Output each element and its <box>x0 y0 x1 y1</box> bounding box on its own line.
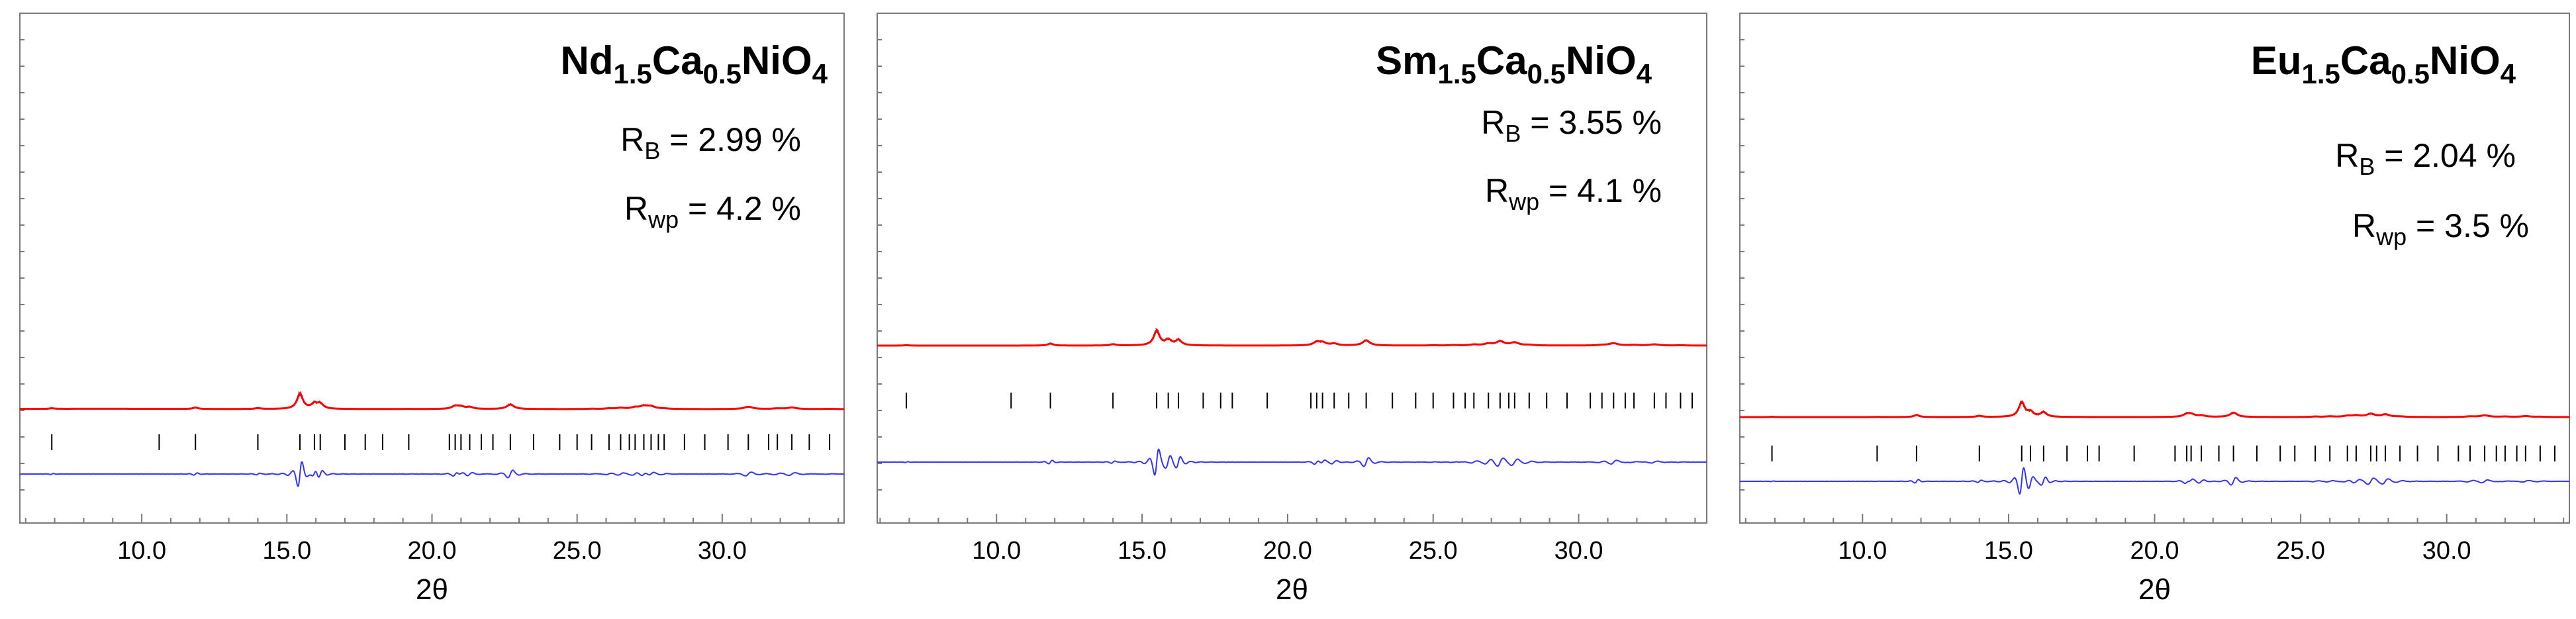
rb-annotation: RB = 2.04 % <box>2335 137 2516 180</box>
x-tick-label: 30.0 <box>1554 537 1603 565</box>
rb-annotation-symbol: R <box>2335 137 2359 174</box>
rb-annotation-symbol: R <box>1481 104 1505 141</box>
observed-profile <box>877 328 1707 347</box>
calculated-profile <box>877 329 1707 347</box>
panel-3: 10.0 15.0 20.0 25.0 30.0 2θ Eu1.5Ca0.5NiO4 RB =… <box>1739 13 2570 606</box>
rwp-annotation-value: = 4.1 % <box>1539 172 1662 209</box>
x-axis-label: 2θ <box>416 573 448 606</box>
title-subscript: 1.5 <box>613 58 651 89</box>
plot-frame <box>1739 13 2570 524</box>
x-axis-label: 2θ <box>1276 573 1308 606</box>
title-text: Ca <box>2340 38 2391 83</box>
x-tick-label: 20.0 <box>2130 537 2179 565</box>
rwp-annotation-symbol: R <box>2352 207 2376 244</box>
rwp-annotation-subscript: wp <box>2375 223 2407 250</box>
x-tick-label: 30.0 <box>698 537 747 565</box>
title-subscript: 4 <box>1637 58 1652 89</box>
title-subscript: 0.5 <box>703 58 741 89</box>
compound-title: Eu1.5Ca0.5NiO4 <box>2251 38 2516 89</box>
rwp-annotation-value: = 4.2 % <box>679 190 801 227</box>
rb-annotation: RB = 3.55 % <box>1481 104 1662 147</box>
difference-curve <box>19 461 845 487</box>
rwp-annotation-symbol: R <box>624 190 648 227</box>
rb-annotation-value: = 2.04 % <box>2375 137 2516 174</box>
title-text: Sm <box>1376 38 1437 83</box>
compound-title: Sm1.5Ca0.5NiO4 <box>1376 38 1652 89</box>
observed-profile <box>1739 399 2570 418</box>
rwp-annotation: Rwp = 4.2 % <box>624 190 801 233</box>
difference-curve <box>877 448 1707 476</box>
title-text: Eu <box>2251 38 2302 83</box>
compound-title: Nd1.5Ca0.5NiO4 <box>561 38 828 89</box>
title-subscript: 1.5 <box>1437 58 1476 89</box>
x-tick-label: 25.0 <box>553 537 602 565</box>
rb-annotation-subscript: B <box>644 137 660 164</box>
x-tick-label: 15.0 <box>262 537 311 565</box>
x-tick-label: 30.0 <box>2422 537 2471 565</box>
title-text: Nd <box>561 38 614 83</box>
x-tick-label: 20.0 <box>1263 537 1312 565</box>
panel-2: 10.0 15.0 20.0 25.0 30.0 2θ Sm1.5Ca0.5NiO4 RB =… <box>877 13 1707 606</box>
x-tick-label: 10.0 <box>1838 537 1887 565</box>
x-tick-label: 25.0 <box>1409 537 1458 565</box>
panel-1: 10.0 15.0 20.0 25.0 30.0 2θ Nd1.5Ca0.5NiO4 RB =… <box>19 13 845 606</box>
x-tick-label: 25.0 <box>2276 537 2325 565</box>
title-subscript: 4 <box>2501 58 2516 89</box>
x-tick-label: 10.0 <box>972 537 1021 565</box>
calculated-profile <box>1740 401 2569 418</box>
rwp-annotation: Rwp = 4.1 % <box>1485 172 1662 215</box>
x-tick-label: 15.0 <box>1118 537 1167 565</box>
x-axis-label: 2θ <box>2138 573 2171 606</box>
title-text: Ca <box>652 38 703 83</box>
title-text: NiO <box>2430 38 2501 83</box>
rb-annotation-value: = 3.55 % <box>1521 104 1662 141</box>
rwp-annotation-value: = 3.5 % <box>2407 207 2529 244</box>
rwp-annotation-subscript: wp <box>647 206 679 233</box>
title-text: NiO <box>741 38 812 83</box>
rb-annotation-value: = 2.99 % <box>660 121 801 158</box>
title-text: Ca <box>1476 38 1527 83</box>
rb-annotation-symbol: R <box>620 121 644 158</box>
title-subscript: 1.5 <box>2301 58 2340 89</box>
title-subscript: 0.5 <box>1527 58 1566 89</box>
rb-annotation: RB = 2.99 % <box>620 121 801 164</box>
rb-annotation-subscript: B <box>1505 120 1521 147</box>
x-tick-label: 10.0 <box>117 537 166 565</box>
title-subscript: 0.5 <box>2391 58 2430 89</box>
x-tick-label: 20.0 <box>408 537 457 565</box>
rb-annotation-subscript: B <box>2359 153 2375 180</box>
observed-profile <box>19 391 845 410</box>
plot-frame <box>19 13 845 524</box>
x-tick-label: 15.0 <box>1984 537 2033 565</box>
rwp-annotation-subscript: wp <box>1508 188 1539 215</box>
plot-frame <box>877 13 1707 524</box>
rwp-annotation-symbol: R <box>1485 172 1509 209</box>
title-subscript: 4 <box>812 58 828 89</box>
calculated-profile <box>20 392 845 410</box>
difference-curve <box>1739 467 2570 495</box>
title-text: NiO <box>1566 38 1637 83</box>
rwp-annotation: Rwp = 3.5 % <box>2352 207 2529 250</box>
